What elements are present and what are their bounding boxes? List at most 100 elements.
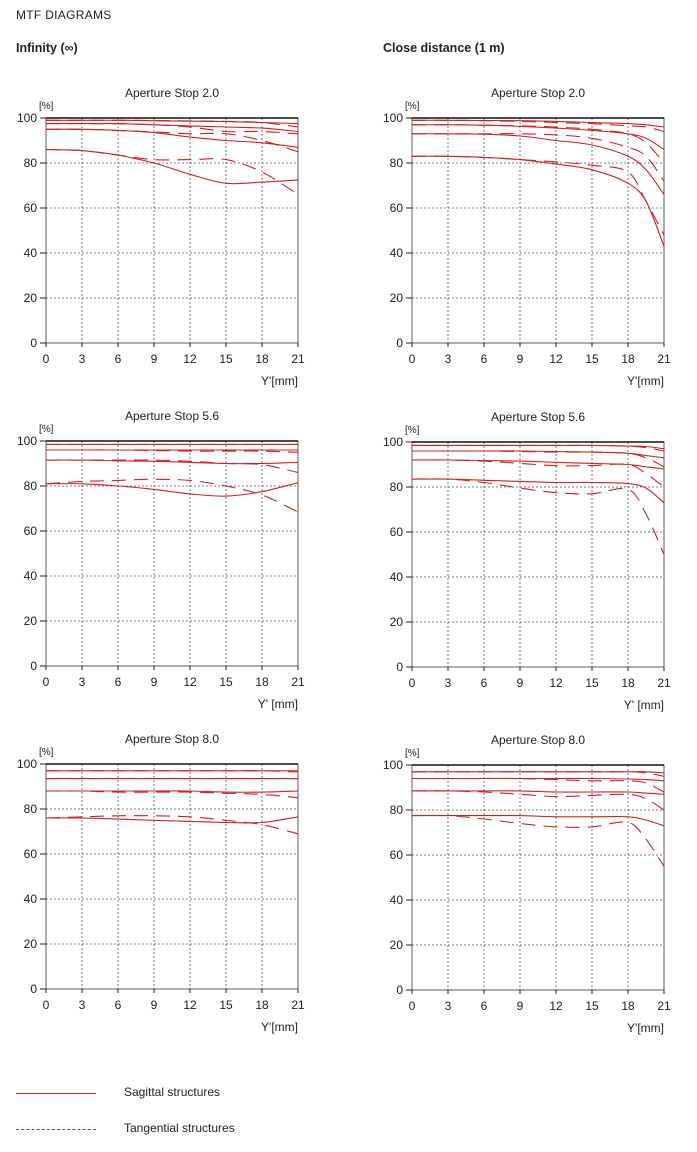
x-tick-label: 3	[79, 352, 86, 366]
page-title: MTF DIAGRAMS	[16, 8, 112, 22]
y-tick-label: 0	[396, 660, 403, 674]
mtf-chart-close-f5-6: Aperture Stop 5.6 [%] 0 3 6 9 12 15 18 21 0 20 40 60 8…	[366, 404, 697, 724]
x-axis-label: Y' [mm]	[624, 698, 664, 712]
sagittal-curve	[411, 133, 665, 195]
y-axis-unit-label: [%]	[405, 101, 420, 112]
x-tick-label: 9	[517, 352, 524, 366]
tangential-curve	[412, 444, 665, 452]
mtf-chart-infinity-f2: Aperture Stop 2.0 [%] 0 3 6 9 12 15 18 21 0 20 40 60 8…	[0, 80, 340, 400]
y-tick-label: 100	[17, 757, 37, 771]
sagittal-curve	[45, 816, 299, 824]
plot-frame	[411, 441, 665, 668]
y-tick-label: 100	[383, 758, 403, 772]
tangential-curve	[412, 133, 665, 182]
x-tick-label: 0	[43, 675, 50, 689]
chart-title: Aperture Stop 8.0	[491, 733, 585, 747]
chart-title: Aperture Stop 2.0	[125, 86, 219, 100]
x-tick-label: 3	[445, 352, 452, 366]
plot-frame	[45, 763, 299, 990]
x-tick-label: 9	[517, 676, 524, 690]
x-tick-label: 0	[43, 352, 50, 366]
x-tick-label: 12	[183, 675, 197, 689]
y-tick-label: 60	[24, 201, 38, 215]
tangential-curve	[412, 777, 665, 793]
mtf-chart-svg: Aperture Stop 8.0 [%] 0 3 6 9 12 15 18 21 0 20 40 60 8…	[17, 732, 305, 1034]
y-tick-label: 20	[24, 937, 38, 951]
y-tick-label: 60	[24, 847, 38, 861]
x-tick-label: 12	[549, 676, 563, 690]
x-tick-label: 6	[481, 352, 488, 366]
sagittal-curve	[412, 777, 665, 782]
y-tick-label: 0	[396, 983, 403, 997]
y-axis-unit-label: [%]	[405, 425, 420, 436]
sagittal-curve	[412, 771, 665, 774]
y-axis-unit-label: [%]	[39, 424, 54, 435]
plot-frame	[411, 117, 665, 344]
sagittal-curve	[46, 790, 299, 793]
tangential-curve	[45, 128, 299, 153]
y-tick-label: 40	[24, 892, 38, 906]
mtf-chart-svg: Aperture Stop 8.0 [%] 0 3 6 9 12 15 18 21 0 20 40 60 8…	[383, 733, 671, 1035]
x-tick-label: 0	[409, 676, 416, 690]
x-tick-label: 12	[183, 998, 197, 1012]
sagittal-curve	[412, 444, 665, 450]
sagittal-curve	[411, 478, 665, 504]
sagittal-curve	[45, 128, 299, 148]
sagittal-curve	[45, 148, 299, 185]
x-tick-label: 12	[549, 999, 563, 1013]
legend-dashed-line	[16, 1129, 96, 1130]
mtf-chart-svg: Aperture Stop 5.6 [%] 0 3 6 9 12 15 18 21 0 20 40 60 8…	[383, 410, 671, 712]
x-tick-label: 15	[585, 999, 599, 1013]
y-tick-label: 40	[24, 246, 38, 260]
legend-item-sagittal: Sagittal structures	[16, 1084, 416, 1104]
y-tick-label: 40	[24, 569, 38, 583]
y-tick-label: 60	[390, 201, 404, 215]
y-tick-label: 100	[383, 111, 403, 125]
y-tick-label: 40	[390, 570, 404, 584]
chart-title: Aperture Stop 8.0	[125, 732, 219, 746]
x-tick-label: 6	[481, 676, 488, 690]
tangential-curve	[412, 450, 665, 468]
x-tick-label: 3	[79, 998, 86, 1012]
column-heading-close-distance: Close distance (1 m)	[383, 41, 505, 55]
x-tick-label: 0	[409, 352, 416, 366]
legend-label: Sagittal structures	[124, 1085, 221, 1099]
x-tick-label: 18	[255, 352, 269, 366]
x-tick-label: 21	[291, 352, 305, 366]
sagittal-curve	[411, 155, 665, 247]
x-tick-label: 9	[151, 675, 158, 689]
y-tick-label: 80	[390, 803, 404, 817]
tangential-curve	[411, 814, 665, 867]
y-tick-label: 0	[30, 659, 37, 673]
sagittal-curve	[412, 450, 665, 459]
x-tick-label: 6	[115, 675, 122, 689]
x-tick-label: 18	[621, 676, 635, 690]
sagittal-curve	[411, 124, 665, 150]
x-tick-label: 15	[219, 998, 233, 1012]
y-tick-label: 20	[390, 291, 404, 305]
mtf-chart-svg: Aperture Stop 2.0 [%] 0 3 6 9 12 15 18 21 0 20 40 60 8…	[17, 86, 305, 388]
y-tick-label: 20	[390, 615, 404, 629]
mtf-chart-close-f8: Aperture Stop 8.0 [%] 0 3 6 9 12 15 18 21 0 20 40 60 8…	[366, 727, 697, 1047]
y-tick-label: 80	[390, 156, 404, 170]
x-axis-label: Y'[mm]	[627, 1021, 664, 1035]
x-axis-label: Y' [mm]	[258, 697, 298, 711]
sagittal-curve	[45, 482, 299, 497]
sagittal-curve	[45, 459, 299, 465]
legend-solid-line	[16, 1093, 96, 1094]
x-tick-label: 9	[151, 998, 158, 1012]
y-tick-label: 0	[30, 982, 37, 996]
x-tick-label: 3	[445, 676, 452, 690]
tangential-curve	[411, 119, 665, 133]
tangential-curve	[412, 771, 665, 777]
y-tick-label: 40	[390, 893, 404, 907]
x-tick-label: 3	[79, 675, 86, 689]
y-axis-unit-label: [%]	[405, 748, 420, 759]
x-tick-label: 0	[43, 998, 50, 1012]
mtf-chart-infinity-f8: Aperture Stop 8.0 [%] 0 3 6 9 12 15 18 21 0 20 40 60 8…	[0, 726, 340, 1046]
tangential-curve	[411, 478, 665, 555]
tangential-curve	[411, 155, 665, 236]
x-tick-label: 3	[445, 999, 452, 1013]
x-tick-label: 12	[549, 352, 563, 366]
y-axis-unit-label: [%]	[39, 747, 54, 758]
